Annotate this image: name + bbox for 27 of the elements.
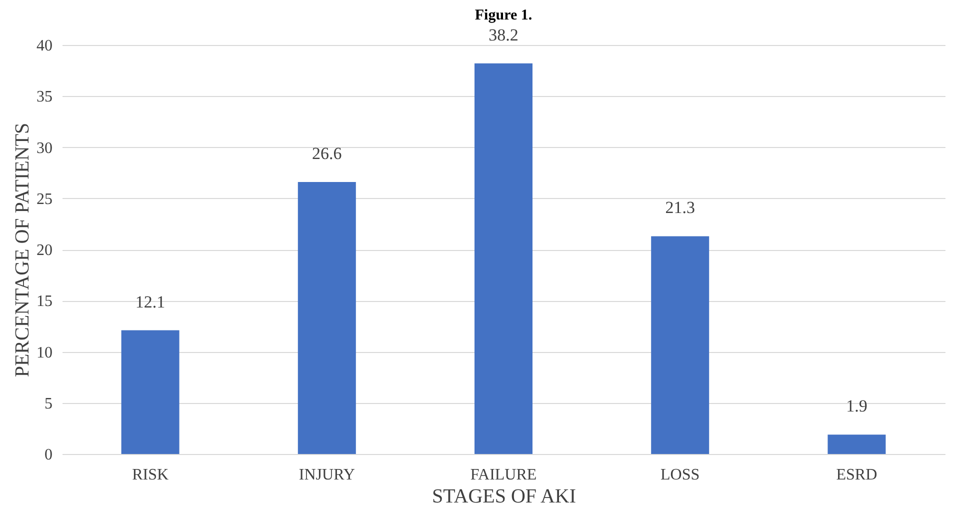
data-label: 26.6 — [312, 144, 342, 164]
data-label: 12.1 — [135, 292, 166, 312]
y-tick-label: 15 — [36, 293, 52, 310]
x-tick-label: RISK — [132, 466, 169, 484]
y-tick-label: 5 — [44, 395, 52, 412]
bar — [651, 236, 710, 454]
y-axis-title: PERCENTAGE OF PATIENTS — [12, 122, 34, 378]
y-tick-label: 10 — [36, 344, 52, 362]
x-tick-label: FAILURE — [470, 466, 537, 484]
y-tick-label: 25 — [36, 190, 52, 208]
bar — [474, 63, 532, 454]
y-tick-label: 0 — [44, 446, 52, 464]
x-tick-label: ESRD — [836, 466, 878, 484]
chart-title: Figure 1. — [474, 7, 532, 24]
y-tick-label: 35 — [36, 88, 52, 106]
bar — [121, 330, 180, 454]
y-tick-label: 30 — [36, 140, 52, 157]
x-tick-label: LOSS — [660, 466, 700, 484]
y-tick-label: 40 — [36, 38, 52, 54]
bar — [828, 434, 886, 454]
x-tick-label: INJURY — [298, 466, 356, 484]
data-label: 38.2 — [488, 25, 518, 44]
data-label: 1.9 — [846, 396, 868, 416]
x-axis-title: STAGES OF AKI — [432, 486, 576, 508]
data-label: 21.3 — [665, 198, 695, 218]
y-tick-label: 20 — [36, 242, 52, 259]
bar — [298, 182, 356, 454]
